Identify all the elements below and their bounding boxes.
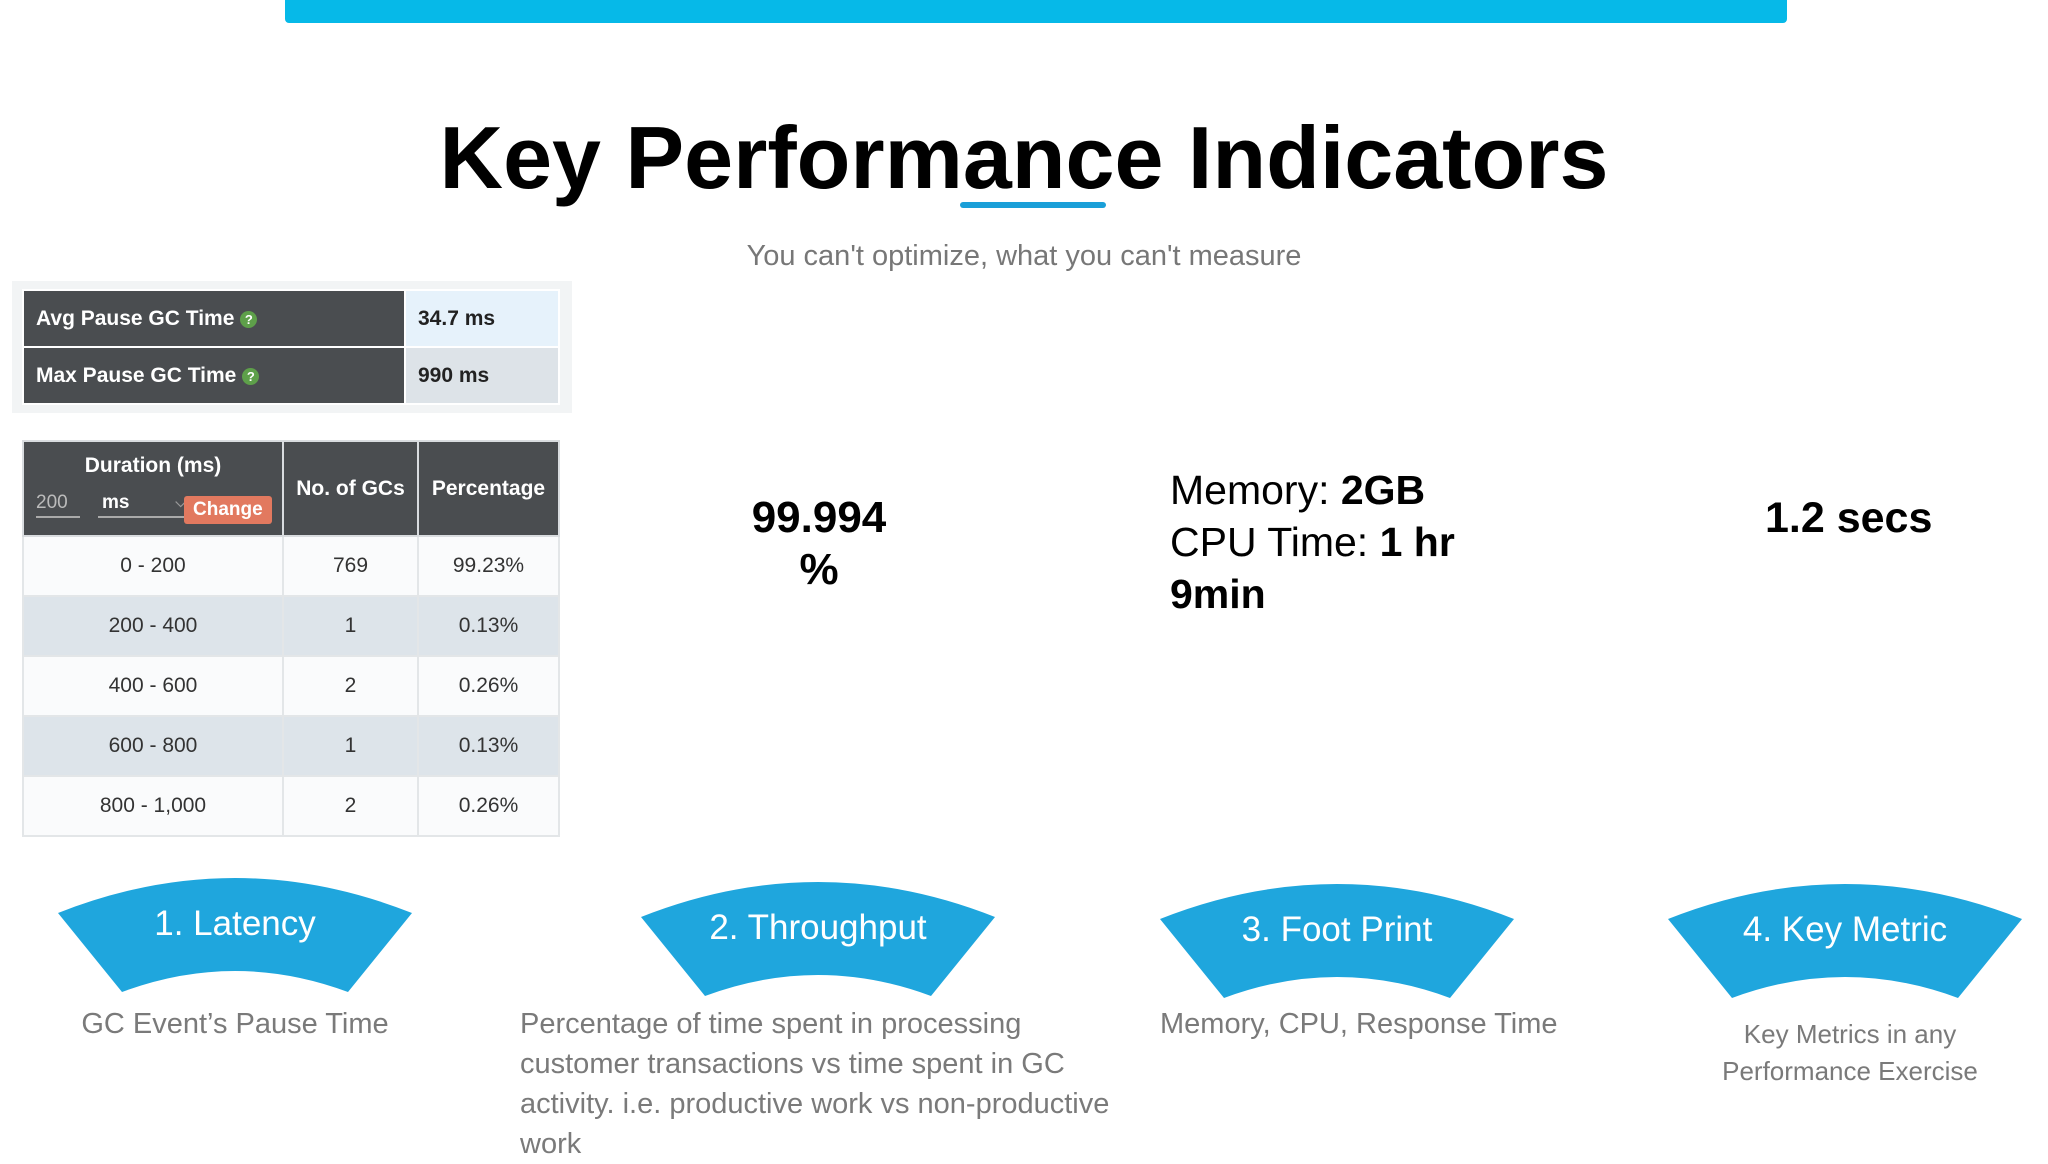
kpi-label: 2. Throughput [709, 908, 927, 947]
pct-cell: 99.23% [417, 535, 560, 597]
banner-shape [58, 878, 412, 992]
count-cell: 2 [282, 655, 419, 717]
page-title: Key Performance Indicators [439, 108, 1609, 207]
question-icon[interactable]: ? [240, 310, 258, 328]
kpi-description-throughput: Percentage of time spent in processing c… [520, 1008, 1110, 1160]
title-underline [960, 202, 1106, 208]
count-cell: 2 [282, 775, 419, 837]
count-cell: 769 [282, 535, 419, 597]
range-cell: 400 - 600 [22, 655, 284, 717]
memory-label: Memory: [1170, 467, 1341, 513]
page-subtitle: You can't optimize, what you can't measu… [746, 240, 1302, 272]
throughput-number: 99.994 [751, 493, 887, 542]
max-pause-label-cell: Max Pause GC Time? [22, 346, 406, 405]
pct-cell: 0.26% [417, 655, 560, 717]
kpi-label: 3. Foot Print [1241, 910, 1433, 949]
footprint-values: Memory: 2GB CPU Time: 1 hr 9min [1170, 464, 1500, 620]
kpi-label: 1. Latency [154, 904, 316, 943]
kpi-label: 4. Key Metric [1742, 910, 1948, 949]
kpi-banner-key-metric: 4. Key Metric [1668, 874, 2022, 1008]
throughput-unit: % [799, 545, 839, 594]
range-cell: 600 - 800 [22, 715, 284, 777]
banner-shape [1668, 884, 2022, 998]
table-row: 800 - 1,000 2 0.26% [22, 775, 560, 837]
memory-value: 2GB [1340, 467, 1426, 513]
key-metric-value: 1.2 secs [1765, 494, 1933, 542]
avg-pause-label: Avg Pause GC Time [36, 306, 235, 330]
duration-header: Duration (ms) 200 ms ⌵ Change [22, 440, 284, 537]
avg-pause-label-cell: Avg Pause GC Time? [22, 289, 406, 348]
max-pause-label: Max Pause GC Time [36, 363, 237, 387]
kpi-description-key-metric: Key Metrics in any Performance Exercise [1722, 1019, 1978, 1086]
banner-shape [1160, 884, 1514, 998]
kpi-banner-latency: 1. Latency [58, 868, 412, 1002]
top-accent-bar [285, 0, 1787, 23]
pause-gc-table: Avg Pause GC Time? 34.7 ms Max Pause GC … [22, 289, 560, 405]
table-row: 0 - 200 769 99.23% [22, 535, 560, 597]
range-cell: 200 - 400 [22, 595, 284, 657]
unit-select[interactable]: ms ⌵ [98, 492, 190, 518]
table-row: 600 - 800 1 0.13% [22, 715, 560, 777]
cpu-value-continued: 9min [1170, 571, 1266, 617]
count-header: No. of GCs [282, 440, 419, 537]
pct-cell: 0.26% [417, 775, 560, 837]
count-cell: 1 [282, 715, 419, 777]
table-row: 200 - 400 1 0.13% [22, 595, 560, 657]
banner-shape [641, 882, 995, 996]
throughput-value: 99.994 % [742, 492, 896, 596]
kpi-banner-throughput: 2. Throughput [641, 872, 995, 1006]
kpi-banner-footprint: 3. Foot Print [1160, 874, 1514, 1008]
kpi-description-latency: GC Event’s Pause Time [81, 1008, 389, 1040]
question-icon[interactable]: ? [242, 367, 260, 385]
duration-header-label: Duration (ms) [84, 454, 222, 477]
cpu-value: 1 hr [1379, 519, 1455, 565]
gc-duration-table: Duration (ms) 200 ms ⌵ Change No. of GCs … [22, 440, 560, 837]
percentage-header: Percentage [417, 440, 560, 537]
change-button[interactable]: Change [184, 496, 272, 524]
pct-cell: 0.13% [417, 715, 560, 777]
chevron-down-icon: ⌵ [175, 494, 186, 510]
unit-select-value: ms [102, 492, 130, 513]
table-row: 400 - 600 2 0.26% [22, 655, 560, 717]
range-cell: 0 - 200 [22, 535, 284, 597]
kpi-description-footprint: Memory, CPU, Response Time [1160, 1008, 1558, 1040]
duration-input[interactable]: 200 [36, 492, 80, 518]
table-row: Avg Pause GC Time? 34.7 ms [22, 289, 560, 348]
pct-cell: 0.13% [417, 595, 560, 657]
table-row: Max Pause GC Time? 990 ms [22, 346, 560, 405]
count-cell: 1 [282, 595, 419, 657]
max-pause-value: 990 ms [404, 346, 560, 405]
avg-pause-value: 34.7 ms [404, 289, 560, 348]
cpu-label: CPU Time: [1170, 519, 1380, 565]
range-cell: 800 - 1,000 [22, 775, 284, 837]
table-header-row: Duration (ms) 200 ms ⌵ Change No. of GCs … [22, 440, 560, 537]
